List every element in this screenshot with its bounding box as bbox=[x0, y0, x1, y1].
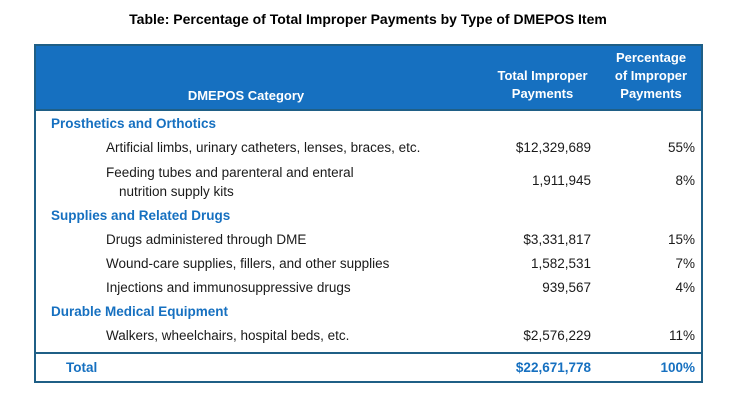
item-percent: 15% bbox=[667, 232, 695, 247]
table-row: Drugs administered through DME $3,331,81… bbox=[36, 227, 701, 251]
item-percent: 8% bbox=[675, 173, 695, 188]
table-row: Wound-care supplies, fillers, and other … bbox=[36, 251, 701, 275]
item-percent: 55% bbox=[667, 140, 695, 155]
category-label: Supplies and Related Drugs bbox=[51, 208, 231, 223]
table-header: DMEPOS Category Total Improper Payments … bbox=[36, 46, 701, 111]
item-label: Drugs administered through DME bbox=[106, 232, 307, 247]
item-amount: 939,567 bbox=[542, 280, 591, 295]
item-amount: $12,329,689 bbox=[515, 140, 591, 155]
header-total-improper-payments: Total Improper Payments bbox=[484, 67, 601, 103]
item-label: Artificial limbs, urinary catheters, len… bbox=[106, 140, 421, 155]
improper-payments-table: DMEPOS Category Total Improper Payments … bbox=[34, 44, 703, 383]
table-body: Prosthetics and Orthotics Artificial lim… bbox=[36, 111, 701, 347]
header-pct-line3: Payments bbox=[620, 86, 682, 101]
table-title: Table: Percentage of Total Improper Paym… bbox=[129, 11, 607, 27]
total-label: Total bbox=[66, 360, 98, 375]
item-label-line2: nutrition supply kits bbox=[119, 184, 234, 199]
header-pct-line1: Percentage bbox=[615, 50, 687, 65]
header-total-line1: Total Improper bbox=[497, 68, 588, 83]
table-row: Artificial limbs, urinary catheters, len… bbox=[36, 135, 701, 159]
header-category: DMEPOS Category bbox=[187, 88, 305, 103]
header-pct-line2: of Improper bbox=[614, 68, 688, 83]
category-label: Durable Medical Equipment bbox=[51, 304, 229, 319]
item-label: Injections and immunosuppressive drugs bbox=[106, 280, 351, 295]
header-percentage: Percentage of Improper Payments bbox=[601, 49, 701, 103]
item-amount: 1,911,945 bbox=[531, 173, 591, 188]
total-percent: 100% bbox=[660, 360, 695, 375]
category-label: Prosthetics and Orthotics bbox=[51, 116, 217, 131]
item-percent: 4% bbox=[675, 280, 695, 295]
item-label: Walkers, wheelchairs, hospital beds, etc… bbox=[106, 328, 350, 343]
item-amount: $2,576,229 bbox=[523, 328, 591, 343]
category-row: Prosthetics and Orthotics bbox=[36, 111, 701, 135]
table-row: Walkers, wheelchairs, hospital beds, etc… bbox=[36, 323, 701, 347]
total-row: Total $22,671,778 100% bbox=[36, 352, 701, 383]
item-amount: 1,582,531 bbox=[530, 256, 591, 271]
category-row: Durable Medical Equipment bbox=[36, 299, 701, 323]
item-percent: 7% bbox=[675, 256, 695, 271]
header-total-line2: Payments bbox=[511, 86, 574, 101]
item-label-line1: Feeding tubes and parenteral and enteral bbox=[106, 165, 354, 180]
table-row: Feeding tubes and parenteral and enteral… bbox=[36, 159, 701, 203]
table-row: Injections and immunosuppressive drugs 9… bbox=[36, 275, 701, 299]
item-label: Feeding tubes and parenteral and enteral… bbox=[106, 163, 354, 201]
item-amount: $3,331,817 bbox=[523, 232, 591, 247]
item-percent: 11% bbox=[668, 328, 695, 343]
item-label: Wound-care supplies, fillers, and other … bbox=[106, 256, 390, 271]
category-row: Supplies and Related Drugs bbox=[36, 203, 701, 227]
total-amount: $22,671,778 bbox=[515, 360, 591, 375]
